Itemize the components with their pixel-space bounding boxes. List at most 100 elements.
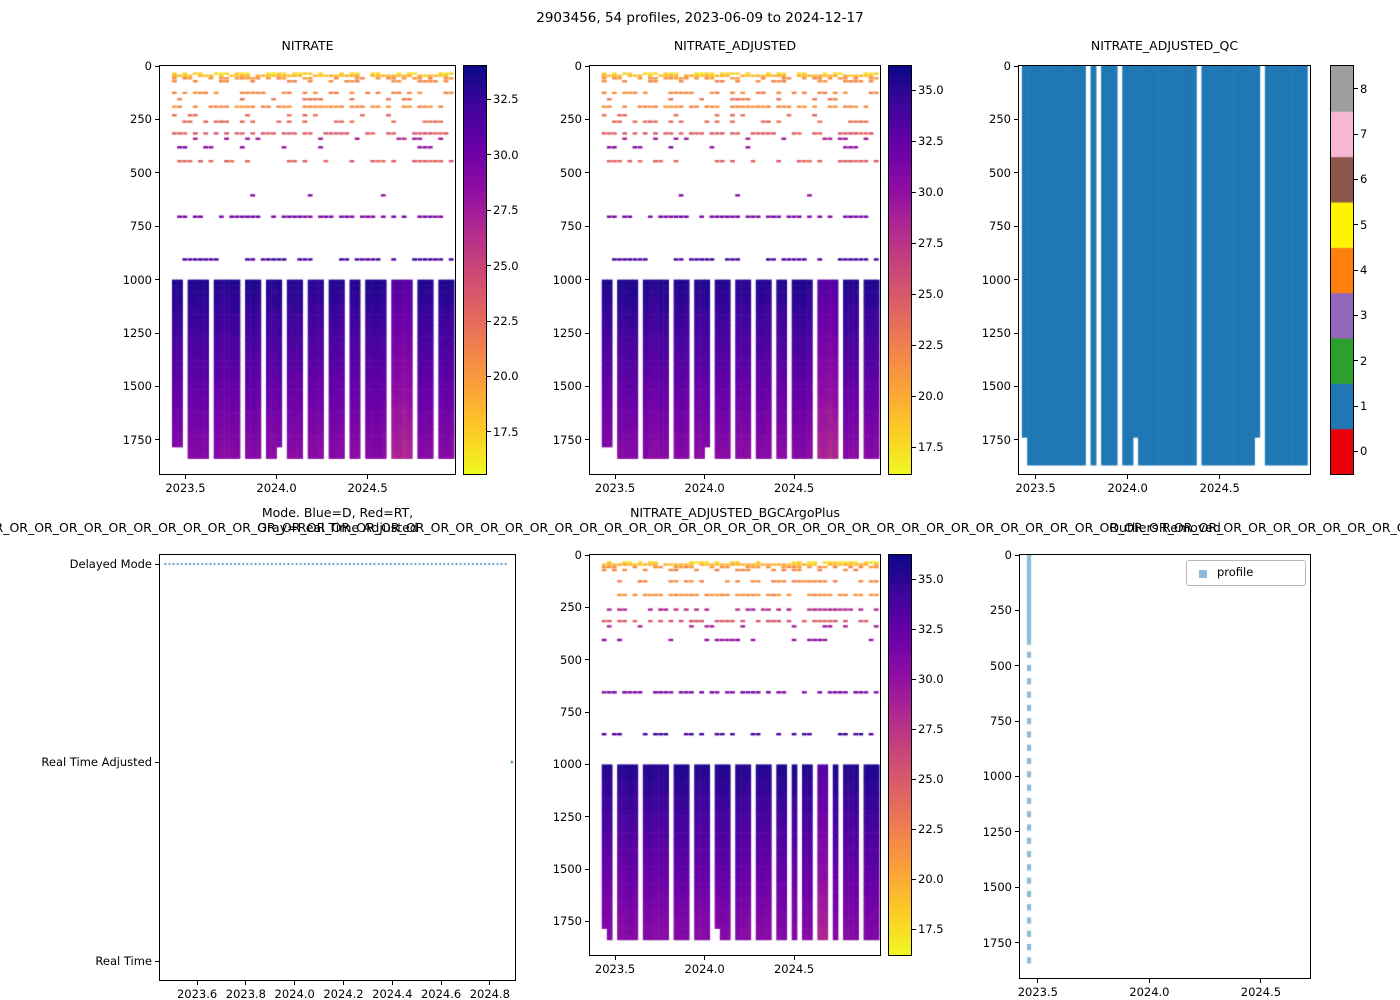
x-tick-mark <box>614 956 616 960</box>
y-tick-mark <box>155 279 159 281</box>
plot-mode-title-line1: Mode. Blue=D, Red=RT, <box>261 505 414 520</box>
y-tick-mark <box>155 439 159 441</box>
x-tick-label: 2024.2 <box>323 987 364 1000</box>
colorbar-tick-mark <box>487 375 491 377</box>
plot-nitrate-adjusted-axes <box>589 65 881 475</box>
y-tick-label: 1750 <box>552 432 582 447</box>
colorbar-tick-label: 32.5 <box>493 92 519 107</box>
x-tick-mark <box>1148 979 1150 983</box>
y-tick-mark <box>155 172 159 174</box>
colorbar-tick-label: 27.5 <box>918 236 944 251</box>
colorbar-tick-label: 8 <box>1360 81 1368 96</box>
colorbar-tick-label: 22.5 <box>918 822 944 836</box>
y-tick-mark <box>585 816 589 818</box>
colorbar-tick-label: 25.0 <box>493 258 519 273</box>
x-tick-mark <box>704 956 706 960</box>
x-tick-label: 2024.8 <box>469 987 510 1000</box>
colorbar-tick-label: 2 <box>1360 353 1368 368</box>
plot-qc-colorbar-canvas <box>1331 66 1353 474</box>
x-tick-label: 2024.4 <box>372 987 413 1000</box>
colorbar-tick-label: 27.5 <box>493 203 519 218</box>
y-tick-label: 1500 <box>552 379 582 394</box>
colorbar-tick-mark <box>912 140 916 142</box>
y-tick-mark <box>585 606 589 608</box>
y-tick-label: 1500 <box>982 880 1012 895</box>
y-tick-label: 500 <box>560 165 582 180</box>
colorbar-tick-label: 17.5 <box>918 440 944 455</box>
y-tick-mark <box>585 763 589 765</box>
y-tick-label: 1750 <box>552 914 582 929</box>
plot-nitrate-axes <box>159 65 456 475</box>
x-tick-mark <box>184 475 186 479</box>
colorbar-tick-mark <box>1354 405 1358 407</box>
colorbar-tick-label: 20.0 <box>918 872 944 886</box>
y-tick-mark <box>155 563 159 565</box>
y-tick-mark <box>1014 65 1018 67</box>
y-tick-label: 1250 <box>981 326 1011 341</box>
colorbar-tick-label: 6 <box>1360 172 1368 187</box>
y-tick-mark <box>585 920 589 922</box>
y-tick-label: 500 <box>130 165 152 180</box>
plot-nitrate-colorbar <box>463 65 487 475</box>
x-tick-label: 2024.5 <box>773 481 815 495</box>
y-tick-mark <box>155 225 159 227</box>
x-tick-mark <box>440 981 442 985</box>
colorbar-tick-label: 35.0 <box>918 572 944 586</box>
colorbar-tick-mark <box>912 878 916 880</box>
colorbar-tick-mark <box>912 344 916 346</box>
colorbar-tick-label: 32.5 <box>918 134 944 149</box>
y-tick-mark <box>1015 831 1019 833</box>
colorbar-tick-mark <box>912 191 916 193</box>
x-tick-mark <box>1035 475 1037 479</box>
x-tick-label: 2024.6 <box>420 987 462 1000</box>
y-tick-mark <box>585 225 589 227</box>
y-tick-mark <box>585 279 589 281</box>
y-tick-mark <box>1015 886 1019 888</box>
y-tick-mark <box>1014 332 1018 334</box>
plot-mode-title-line2: Gray=Real Time Adjusted <box>257 520 418 535</box>
colorbar-tick-mark <box>912 678 916 680</box>
colorbar-tick-mark <box>487 154 491 156</box>
colorbar-tick-label: 3 <box>1360 308 1368 323</box>
x-tick-label: 2023.5 <box>165 481 206 495</box>
x-tick-mark <box>245 981 247 985</box>
plot-nitrate-adjusted-canvas <box>590 66 880 474</box>
x-tick-mark <box>614 475 616 479</box>
colorbar-tick-label: 17.5 <box>918 922 944 936</box>
colorbar-tick-mark <box>912 628 916 630</box>
x-tick-label: 2024.0 <box>256 481 297 495</box>
plot-mode-canvas <box>160 555 515 980</box>
colorbar-tick-mark <box>912 293 916 295</box>
y-tick-mark <box>1015 554 1019 556</box>
y-tick-label: 750 <box>990 714 1012 729</box>
y-tick-label: 250 <box>560 112 582 127</box>
colorbar-tick-mark <box>912 446 916 448</box>
x-tick-mark <box>196 981 198 985</box>
colorbar-tick-mark <box>912 578 916 580</box>
colorbar-tick-mark <box>1354 178 1358 180</box>
y-tick-mark <box>155 960 159 962</box>
y-tick-label: 1000 <box>122 272 152 287</box>
colorbar-tick-label: 32.5 <box>918 622 944 636</box>
x-tick-label: 2023.8 <box>225 987 266 1000</box>
x-tick-mark <box>1127 475 1129 479</box>
mode-category-delayed-mode: Delayed Mode <box>69 557 152 571</box>
plot-qc-canvas <box>1019 66 1310 474</box>
x-tick-mark <box>793 956 795 960</box>
colorbar-tick-label: 22.5 <box>918 338 944 353</box>
figure-title: 2903456, 54 profiles, 2023-06-09 to 2024… <box>536 10 864 26</box>
y-tick-mark <box>1014 279 1018 281</box>
colorbar-tick-mark <box>912 89 916 91</box>
y-tick-mark <box>1014 439 1018 441</box>
x-tick-label: 2024.5 <box>1199 481 1240 495</box>
y-tick-mark <box>585 659 589 661</box>
colorbar-tick-mark <box>487 98 491 100</box>
plot-nitrate-canvas <box>160 66 455 474</box>
y-tick-label: 1250 <box>122 326 152 341</box>
y-tick-mark <box>1014 225 1018 227</box>
x-tick-mark <box>391 981 393 985</box>
y-tick-mark <box>155 118 159 120</box>
plot-nitrate-adjusted-colorbar-canvas <box>889 66 911 474</box>
y-tick-mark <box>1015 942 1019 944</box>
